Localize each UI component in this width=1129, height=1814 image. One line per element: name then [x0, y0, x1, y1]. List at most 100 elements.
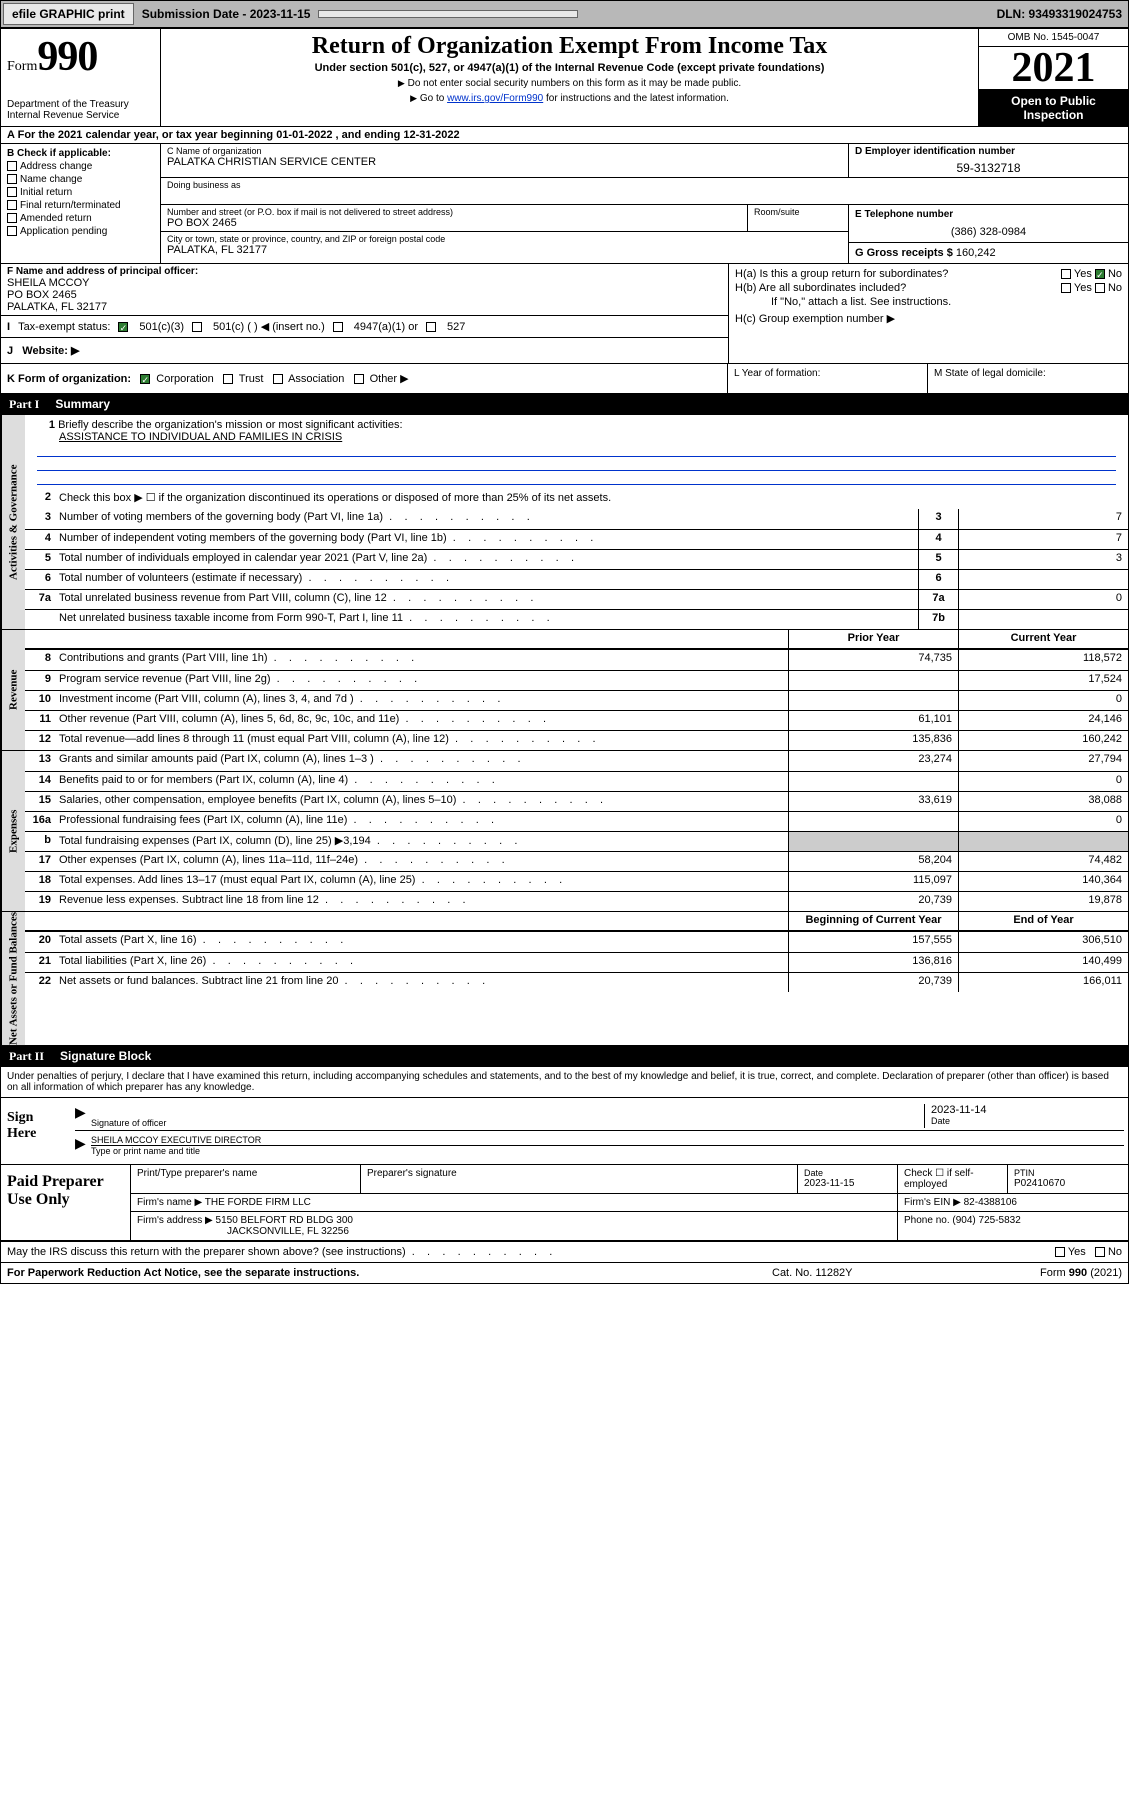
submission-date-label: Submission Date - 2023-11-15	[138, 7, 315, 21]
hc-label: H(c) Group exemption number ▶	[735, 312, 895, 325]
check-trust[interactable]	[223, 374, 233, 384]
street-label: Number and street (or P.O. box if mail i…	[167, 207, 741, 217]
check-501c[interactable]	[192, 322, 202, 332]
firm-ein-label: Firm's EIN ▶	[904, 1197, 961, 1208]
check-other[interactable]	[354, 374, 364, 384]
org-name-label: C Name of organization	[167, 146, 842, 156]
beg-year-head: Beginning of Current Year	[788, 912, 958, 930]
check-application-pending[interactable]: Application pending	[7, 226, 154, 237]
box-eg: E Telephone number (386) 328-0984 G Gros…	[848, 205, 1128, 263]
open-to-public: Open to Public Inspection	[979, 89, 1128, 126]
dba-block: Doing business as	[161, 178, 1128, 205]
col-fij: F Name and address of principal officer:…	[1, 264, 728, 363]
table-row: 12Total revenue—add lines 8 through 11 (…	[25, 730, 1128, 750]
check-corporation[interactable]: ✓	[140, 374, 150, 384]
table-row: bTotal fundraising expenses (Part IX, co…	[25, 831, 1128, 851]
firm-name-label: Firm's name ▶	[137, 1197, 202, 1208]
firm-addr-value1: 5150 BELFORT RD BLDG 300	[216, 1215, 353, 1226]
current-year-head: Current Year	[958, 630, 1128, 648]
discuss-no[interactable]	[1095, 1247, 1105, 1257]
check-address-change[interactable]: Address change	[7, 161, 154, 172]
hb-label: H(b) Are all subordinates included?	[735, 282, 1061, 294]
section-revenue: Revenue Prior Year Current Year 8Contrib…	[1, 630, 1128, 751]
city-value: PALATKA, FL 32177	[167, 244, 842, 256]
box-m: M State of legal domicile:	[928, 364, 1128, 393]
submission-date-button[interactable]	[318, 10, 578, 18]
line2-text: Check this box ▶ ☐ if the organization d…	[55, 489, 1128, 509]
firm-phone-value: (904) 725-5832	[952, 1215, 1020, 1226]
line4-text: Number of independent voting members of …	[55, 530, 918, 549]
officer-addr2: PALATKA, FL 32177	[7, 301, 722, 313]
table-row: 8Contributions and grants (Part VIII, li…	[25, 650, 1128, 670]
ha-no[interactable]: ✓	[1095, 269, 1105, 279]
gross-receipts-label: G Gross receipts $	[855, 247, 956, 259]
prep-self-employed[interactable]: Check ☐ if self-employed	[898, 1165, 1008, 1193]
officer-label: F Name and address of principal officer:	[7, 266, 722, 277]
cat-no: Cat. No. 11282Y	[772, 1267, 972, 1279]
section-fhij: F Name and address of principal officer:…	[1, 264, 1128, 364]
sig-date-value: 2023-11-14	[931, 1104, 1124, 1116]
line7a-text: Total unrelated business revenue from Pa…	[55, 590, 918, 609]
part1-num: Part I	[9, 397, 39, 412]
officer-addr1: PO BOX 2465	[7, 289, 722, 301]
check-4947[interactable]	[333, 322, 343, 332]
sign-here-label: Sign Here	[1, 1098, 71, 1164]
form-word: Form	[7, 59, 37, 74]
box-b-title: B Check if applicable:	[7, 148, 154, 159]
check-initial-return[interactable]: Initial return	[7, 187, 154, 198]
gross-receipts-value: 160,242	[956, 247, 996, 259]
sign-here-block: Sign Here ▶ Signature of officer 2023-11…	[1, 1098, 1128, 1165]
hb-yes[interactable]	[1061, 283, 1071, 293]
form-title: Return of Organization Exempt From Incom…	[167, 33, 972, 60]
line5-text: Total number of individuals employed in …	[55, 550, 918, 569]
table-row: 15Salaries, other compensation, employee…	[25, 791, 1128, 811]
efile-print-button[interactable]: efile GRAPHIC print	[3, 3, 134, 25]
ptin-label: PTIN	[1014, 1168, 1122, 1178]
discuss-text: May the IRS discuss this return with the…	[7, 1246, 406, 1258]
table-row: 19Revenue less expenses. Subtract line 1…	[25, 891, 1128, 911]
part1-title: Summary	[55, 397, 110, 412]
line3-val: 7	[958, 509, 1128, 529]
address-block: Number and street (or P.O. box if mail i…	[161, 205, 848, 263]
mission-text: ASSISTANCE TO INDIVIDUAL AND FAMILIES IN…	[31, 431, 342, 443]
vtab-revenue: Revenue	[1, 630, 25, 750]
discuss-yes[interactable]	[1055, 1247, 1065, 1257]
box-b: B Check if applicable: Address change Na…	[1, 144, 161, 263]
box-c: C Name of organization PALATKA CHRISTIAN…	[161, 144, 1128, 263]
check-527[interactable]	[426, 322, 436, 332]
line6-text: Total number of volunteers (estimate if …	[55, 570, 918, 589]
ptin-value: P02410670	[1014, 1178, 1122, 1189]
check-name-change[interactable]: Name change	[7, 174, 154, 185]
caret-icon: ▶	[75, 1104, 91, 1128]
website-note: ▶ Go to www.irs.gov/Form990 for instruct…	[167, 93, 972, 104]
check-association[interactable]	[273, 374, 283, 384]
line5-val: 3	[958, 550, 1128, 569]
line4-val: 7	[958, 530, 1128, 549]
line6-val	[958, 570, 1128, 589]
phone-value: (386) 328-0984	[855, 220, 1122, 238]
check-amended-return[interactable]: Amended return	[7, 213, 154, 224]
table-row: 18Total expenses. Add lines 13–17 (must …	[25, 871, 1128, 891]
irs-link[interactable]: www.irs.gov/Form990	[447, 93, 543, 104]
dln-label: DLN: 93493319024753	[993, 7, 1126, 21]
caret-icon: ▶	[75, 1135, 91, 1156]
box-e: E Telephone number (386) 328-0984	[849, 205, 1128, 243]
header-left: Form990 Department of the Treasury Inter…	[1, 29, 161, 126]
city-label: City or town, state or province, country…	[167, 234, 842, 244]
hb-no[interactable]	[1095, 283, 1105, 293]
ha-label: H(a) Is this a group return for subordin…	[735, 268, 1061, 280]
section-governance: Activities & Governance 1 Briefly descri…	[1, 415, 1128, 630]
firm-addr-label: Firm's address ▶	[137, 1215, 213, 1226]
paid-preparer-label: Paid Preparer Use Only	[1, 1165, 131, 1240]
ha-yes[interactable]	[1061, 269, 1071, 279]
firm-ein-value: 82-4388106	[964, 1197, 1017, 1208]
form-990-container: Form990 Department of the Treasury Inter…	[0, 28, 1129, 1284]
table-row: 11Other revenue (Part VIII, column (A), …	[25, 710, 1128, 730]
box-j: J Website: ▶	[1, 338, 728, 363]
vtab-net-assets: Net Assets or Fund Balances	[1, 912, 25, 1045]
vtab-governance: Activities & Governance	[1, 415, 25, 629]
section-net-assets: Net Assets or Fund Balances Beginning of…	[1, 912, 1128, 1046]
check-final-return[interactable]: Final return/terminated	[7, 200, 154, 211]
check-501c3[interactable]: ✓	[118, 322, 128, 332]
box-l: L Year of formation:	[728, 364, 928, 393]
